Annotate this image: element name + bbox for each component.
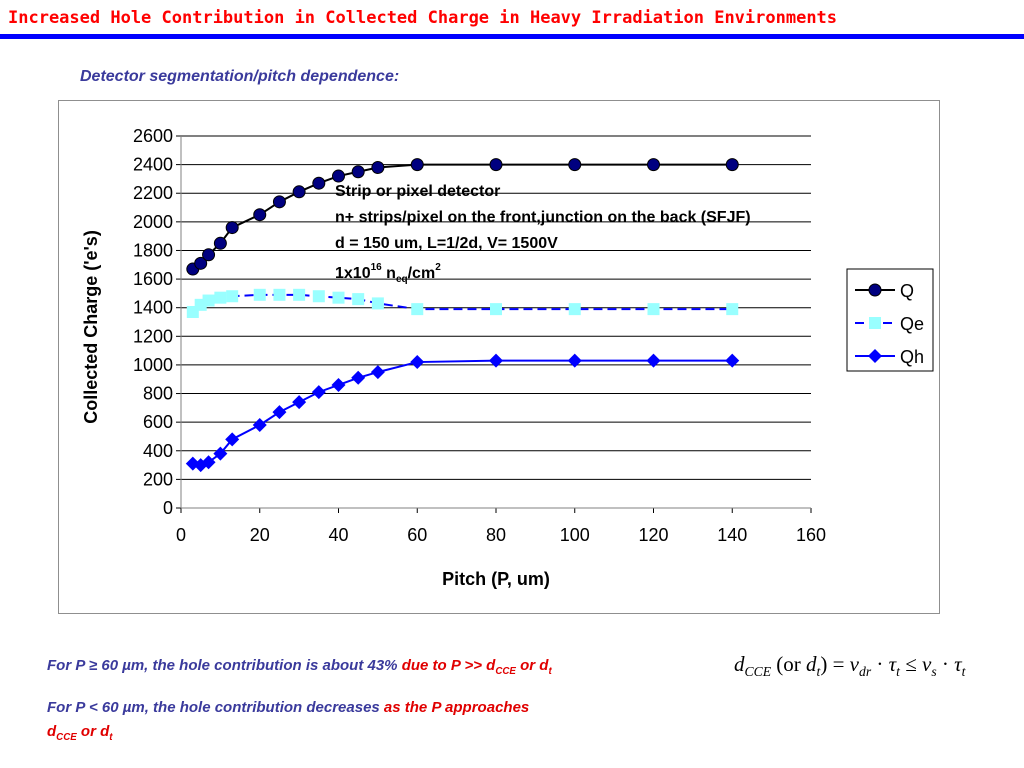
x-tick-label: 140 (717, 525, 747, 545)
data-point-qe (312, 290, 325, 303)
y-tick-label: 1200 (133, 326, 173, 346)
data-point-q (647, 158, 660, 172)
axes: 0200400600800100012001400160018002000220… (133, 126, 826, 545)
data-point-q (332, 169, 345, 183)
data-point-qe (293, 288, 306, 301)
data-point-qh (213, 446, 228, 461)
data-point-q (725, 158, 739, 172)
data-point-q (213, 236, 227, 250)
data-point-qh (272, 405, 287, 420)
note-small-pitch-cont: dCCE or dt (47, 723, 113, 743)
data-point-qe (253, 288, 266, 301)
data-point-qe (371, 297, 384, 310)
data-point-qe (226, 290, 239, 303)
legend-marker-q (868, 283, 882, 297)
data-point-qh (292, 395, 307, 410)
title-underline-bar (0, 34, 1024, 39)
data-point-qh (225, 432, 240, 447)
y-axis-title: Collected Charge ('e's) (81, 230, 101, 424)
x-tick-label: 20 (250, 525, 270, 545)
x-tick-label: 120 (638, 525, 668, 545)
data-point-qe (273, 288, 286, 301)
annotation-line-2: n+ strips/pixel on the front,junction on… (335, 209, 751, 226)
data-point-q (253, 208, 267, 222)
data-point-q (194, 256, 208, 270)
y-tick-label: 2400 (133, 155, 173, 175)
data-point-qh (252, 418, 267, 433)
slide-title: Increased Hole Contribution in Collected… (8, 8, 838, 28)
data-point-qh (725, 353, 740, 368)
section-heading: Detector segmentation/pitch dependence: (80, 68, 400, 85)
x-tick-label: 80 (486, 525, 506, 545)
data-point-qe (332, 291, 345, 304)
data-point-qe (726, 303, 739, 316)
data-point-q (292, 185, 306, 199)
data-point-q (371, 160, 385, 174)
y-tick-label: 2000 (133, 212, 173, 232)
y-tick-label: 800 (143, 384, 173, 404)
data-point-qh (331, 377, 346, 392)
collected-charge-chart: 0200400600800100012001400160018002000220… (81, 126, 934, 589)
series-qe (186, 288, 739, 318)
series-qh (185, 353, 740, 473)
data-point-qh (410, 355, 425, 370)
x-tick-label: 0 (176, 525, 186, 545)
x-tick-label: 160 (796, 525, 826, 545)
annotation-line-4: 1x1016 neq/cm2 (335, 262, 441, 285)
data-point-qh (567, 353, 582, 368)
data-point-qe (647, 303, 660, 316)
data-point-qe (490, 303, 502, 316)
legend-marker-qh (868, 349, 882, 363)
x-tick-label: 100 (560, 525, 590, 545)
series-q (186, 158, 739, 276)
y-tick-label: 600 (143, 412, 173, 432)
legend-frame (846, 268, 934, 372)
note-large-pitch: For P ≥ 60 µm, the hole contribution is … (47, 657, 552, 677)
data-point-qe (352, 293, 365, 306)
annotation-line-3: d = 150 um, L=1/2d, V= 1500V (335, 235, 558, 252)
chart-annotation: Strip or pixel detector n+ strips/pixel … (335, 183, 751, 285)
data-point-qe (202, 294, 215, 307)
series-layer (185, 158, 740, 473)
data-point-qh (646, 353, 661, 368)
data-point-qe (214, 291, 227, 304)
data-point-q (489, 158, 503, 172)
y-tick-label: 1800 (133, 240, 173, 260)
y-tick-label: 1600 (133, 269, 173, 289)
data-point-q (202, 248, 216, 262)
data-point-qh (351, 370, 366, 385)
data-point-q (410, 158, 424, 172)
note-small-pitch: For P < 60 µm, the hole contribution dec… (47, 699, 530, 716)
data-point-q (312, 176, 326, 190)
x-tick-label: 40 (328, 525, 348, 545)
x-tick-label: 60 (407, 525, 427, 545)
data-point-q (272, 195, 286, 209)
data-point-qe (411, 303, 424, 316)
y-tick-label: 0 (163, 498, 173, 518)
legend-label-qh: Qh (900, 347, 924, 367)
data-point-qh (311, 385, 326, 400)
drift-length-formula: dCCE (or dt) = vdr · τt ≤ vs · τt (734, 652, 966, 680)
y-tick-label: 2200 (133, 183, 173, 203)
data-point-qh (370, 365, 385, 380)
annotation-line-1: Strip or pixel detector (335, 183, 500, 200)
y-tick-label: 200 (143, 469, 173, 489)
legend-label-qe: Qe (900, 314, 924, 334)
legend-label-q: Q (900, 281, 914, 301)
data-point-q (568, 158, 582, 172)
y-tick-label: 1000 (133, 355, 173, 375)
data-point-q (351, 165, 365, 179)
data-point-q (225, 221, 239, 235)
chart-area: 0 200 400 600 800 1000 1200 1400 1600 1800 2000 220… (58, 100, 940, 614)
legend-marker-qe (869, 317, 881, 329)
data-point-qh (201, 455, 216, 470)
data-point-qh (489, 353, 503, 368)
y-tick-label: 1400 (133, 298, 173, 318)
data-point-qe (568, 303, 581, 316)
x-axis-title: Pitch (P, um) (442, 569, 550, 589)
chart-legend: Q Qe Qh (846, 268, 934, 372)
y-tick-label: 400 (143, 441, 173, 461)
y-tick-label: 2600 (133, 126, 173, 146)
